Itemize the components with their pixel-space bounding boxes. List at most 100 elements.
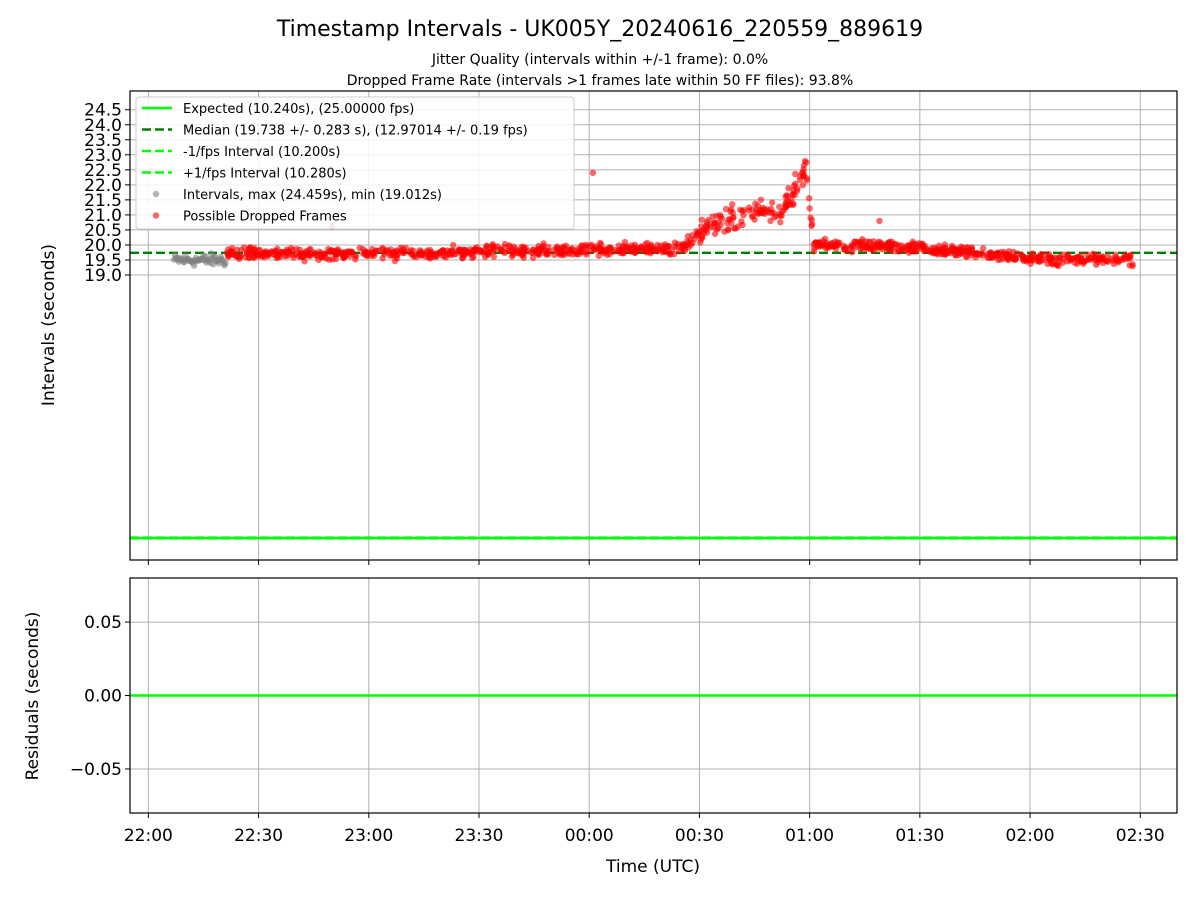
- dropped-frame-point: [538, 244, 545, 252]
- dropped-frame-point: [498, 246, 505, 254]
- dropped-frame-point: [463, 248, 470, 256]
- legend-box: [135, 96, 575, 230]
- dropped-frame-point: [792, 170, 799, 178]
- dropped-frame-point: [874, 240, 881, 248]
- dropped-frame-point: [236, 255, 243, 263]
- dropped-frame-point: [551, 246, 558, 253]
- dropped-frame-point: [796, 172, 804, 180]
- interval-tick-label: 19.0: [84, 266, 122, 286]
- dropped-frame-point: [384, 247, 391, 254]
- legend-label: +1/fps Interval (10.280s): [183, 167, 347, 182]
- dropped-frame-point: [251, 250, 259, 257]
- dropped-frame-point: [803, 177, 810, 184]
- dropped-frame-point: [397, 244, 404, 251]
- dropped-frame-point: [418, 252, 425, 259]
- dropped-frame-point: [643, 239, 651, 247]
- dropped-frame-point: [824, 244, 831, 252]
- dropped-frame-point: [630, 244, 637, 251]
- legend-label: Median (19.738 +/- 0.283 s), (12.97014 +…: [183, 124, 528, 139]
- residuals-y-axis: 0.05 0.00 −0.05: [70, 613, 130, 780]
- dropped-frame-point: [352, 252, 360, 260]
- residual-tick-label: 0.05: [84, 613, 122, 633]
- dropped-frame-point: [605, 246, 612, 253]
- dropped-frame-point: [957, 243, 965, 250]
- dropped-frame-point: [718, 215, 726, 223]
- dropped-frame-point: [426, 246, 434, 254]
- interval-tick-label: 24.5: [84, 101, 122, 121]
- dropped-frame-point: [359, 245, 367, 253]
- dropped-frame-point: [1085, 256, 1093, 263]
- dropped-frame-point: [318, 253, 325, 261]
- dropped-frame-point: [681, 247, 689, 254]
- dropped-frame-point: [544, 248, 551, 255]
- dropped-frame-point: [940, 246, 948, 253]
- time-tick-label: 02:30: [1116, 826, 1165, 846]
- dropped-frame-point: [1097, 254, 1104, 261]
- dropped-frame-point: [604, 251, 611, 259]
- dropped-frame-point: [225, 246, 232, 253]
- dropped-frame-point: [707, 223, 714, 231]
- dropped-frame-point: [343, 249, 350, 256]
- dropped-frame-point: [987, 249, 994, 256]
- time-tick-label: 01:30: [895, 826, 944, 846]
- dropped-frame-point: [789, 191, 797, 198]
- dropped-frame-point: [662, 242, 669, 250]
- dropped-frame-point: [529, 254, 537, 262]
- dropped-frame-point: [514, 250, 521, 257]
- dropped-frame-point: [595, 252, 603, 259]
- interval-tick-label: 20.0: [84, 236, 122, 256]
- dropped-frame-point: [437, 249, 444, 256]
- dropped-frame-point: [805, 195, 813, 202]
- dropped-frame-point: [840, 242, 847, 250]
- dropped-frame-point: [490, 243, 498, 250]
- dropped-frame-point: [238, 246, 245, 254]
- dropped-frame-point: [864, 244, 871, 251]
- dropped-frame-point: [225, 253, 232, 260]
- dropped-frame-point: [831, 242, 839, 250]
- dropped-frame-point: [450, 241, 457, 249]
- time-tick-label: 02:00: [1006, 826, 1055, 846]
- intervals-y-axis-label: Intervals (seconds): [39, 244, 59, 406]
- interval-tick-label: 21.0: [84, 206, 122, 226]
- interval-tick-label: 19.5: [84, 251, 122, 271]
- dropped-frame-point: [1038, 256, 1045, 264]
- dropped-frame-point: [647, 248, 654, 256]
- dropped-frame-point: [784, 198, 791, 205]
- dropped-frame-point: [307, 245, 314, 253]
- chart-subtitle-dropped: Dropped Frame Rate (intervals >1 frames …: [347, 73, 854, 89]
- dropped-frame-point: [711, 220, 719, 227]
- dropped-frame-point: [1073, 254, 1080, 261]
- dropped-frame-point: [562, 245, 569, 253]
- dropped-frame-point: [621, 238, 629, 246]
- dropped-frame-point: [299, 253, 307, 261]
- dropped-frame-point: [909, 238, 916, 245]
- dropped-frame-point: [810, 248, 818, 255]
- dropped-frame-point: [757, 196, 765, 203]
- dropped-frame-point: [282, 249, 290, 256]
- dropped-frame-point: [325, 245, 332, 253]
- time-axis-label: Time (UTC): [605, 857, 700, 877]
- dropped-frame-point: [1121, 252, 1128, 259]
- interval-tick-label: 22.5: [84, 161, 122, 181]
- dropped-frame-point: [265, 252, 272, 260]
- dropped-frame-point: [1048, 255, 1055, 262]
- dropped-frame-point: [700, 225, 708, 232]
- dropped-frame-point: [681, 241, 688, 248]
- dropped-frame-point: [698, 216, 706, 223]
- dropped-frame-point: [401, 248, 408, 255]
- time-tick-label: 00:00: [565, 826, 614, 846]
- dropped-frame-point: [595, 244, 602, 251]
- intervals-y-axis: 19.019.520.020.521.021.522.022.523.023.5…: [84, 101, 130, 286]
- dropped-frame-point: [729, 201, 736, 208]
- dropped-frame-point: [749, 213, 757, 220]
- dropped-frame-point: [768, 199, 776, 206]
- dropped-frame-point: [756, 207, 764, 214]
- residual-tick-label: 0.00: [84, 687, 122, 707]
- interval-tick-label: 20.5: [84, 221, 122, 241]
- intervals-panel: 19.019.520.020.521.021.522.022.523.023.5…: [39, 90, 1178, 565]
- chart-subtitle-jitter: Jitter Quality (intervals within +/-1 fr…: [431, 52, 768, 68]
- interval-point: [222, 259, 229, 267]
- dropped-frame-point: [390, 251, 398, 259]
- dropped-frame-point: [699, 234, 706, 241]
